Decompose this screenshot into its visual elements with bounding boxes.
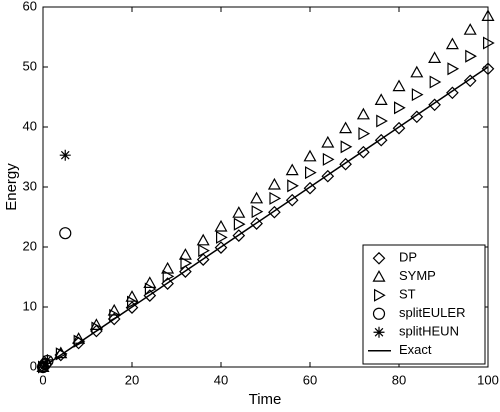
marker <box>143 276 157 288</box>
marker <box>339 157 352 171</box>
marker <box>392 79 406 92</box>
marker <box>410 110 424 124</box>
marker <box>392 121 406 135</box>
y-tick-label: 30 <box>23 178 37 193</box>
legend-box <box>362 244 486 365</box>
marker <box>410 65 424 78</box>
marker <box>180 256 193 270</box>
marker <box>55 347 68 361</box>
marker <box>251 205 264 219</box>
y-tick-label: 20 <box>23 238 37 253</box>
legend-marker <box>372 251 386 265</box>
marker <box>73 334 86 348</box>
marker <box>144 282 157 296</box>
marker <box>339 121 353 134</box>
marker <box>285 193 299 207</box>
y-tick-label: 0 <box>30 358 37 373</box>
marker <box>321 169 335 183</box>
marker <box>269 191 282 205</box>
marker <box>463 74 477 88</box>
marker <box>233 217 246 231</box>
marker <box>178 248 192 260</box>
marker <box>376 114 388 128</box>
marker <box>287 179 299 193</box>
legend-label: SYMP <box>399 268 436 283</box>
legend-marker <box>372 307 386 320</box>
x-tick-label: 40 <box>214 372 228 387</box>
marker <box>358 127 371 141</box>
marker <box>465 49 477 63</box>
marker <box>232 229 246 242</box>
marker <box>216 230 228 244</box>
x-tick-label: 100 <box>477 372 499 387</box>
y-tick-label: 40 <box>23 118 37 133</box>
marker <box>321 135 335 148</box>
legend-label: splitEULER <box>399 305 465 320</box>
marker <box>39 357 51 369</box>
marker <box>162 269 175 283</box>
marker <box>411 88 424 102</box>
marker <box>232 206 246 218</box>
marker <box>250 191 264 204</box>
marker <box>428 51 442 64</box>
marker <box>303 181 317 195</box>
marker <box>303 149 317 162</box>
plot-frame <box>42 6 489 368</box>
marker <box>89 318 103 330</box>
x-tick-label: 80 <box>392 372 406 387</box>
marker <box>250 217 263 230</box>
x-tick-label: 60 <box>303 372 317 387</box>
marker <box>214 241 228 254</box>
marker <box>196 233 210 246</box>
marker <box>198 244 210 258</box>
marker <box>483 36 495 50</box>
y-tick-label: 60 <box>23 0 37 13</box>
marker <box>59 227 72 240</box>
y-axis-label: Energy <box>3 163 20 211</box>
marker <box>59 149 71 161</box>
marker <box>463 23 477 35</box>
marker <box>394 101 406 115</box>
marker <box>196 253 210 266</box>
x-tick-label: 0 <box>39 372 46 387</box>
legend-label: splitHEUN <box>399 324 459 339</box>
marker <box>322 152 335 166</box>
marker <box>374 133 388 147</box>
marker <box>445 37 459 50</box>
marker <box>340 140 353 154</box>
exact-line <box>42 66 489 368</box>
marker <box>285 163 299 176</box>
legend-marker <box>374 288 386 302</box>
legend-marker <box>372 270 386 282</box>
marker <box>267 177 281 190</box>
marker <box>428 98 441 112</box>
marker <box>305 166 317 180</box>
legend-label: DP <box>399 250 417 265</box>
marker <box>447 62 460 76</box>
legend-marker <box>373 326 385 338</box>
marker <box>374 93 388 106</box>
marker <box>126 295 139 309</box>
marker <box>268 205 281 219</box>
marker <box>125 301 139 314</box>
marker <box>357 145 370 159</box>
legend: DP SYMP ST splitEULER splitHEUN Exact <box>362 244 486 365</box>
x-axis-label: Time <box>249 391 282 408</box>
marker <box>356 107 370 120</box>
y-tick-label: 10 <box>23 298 37 313</box>
marker <box>107 303 121 316</box>
marker <box>446 86 459 100</box>
legend-label: ST <box>399 287 416 302</box>
marker <box>214 219 228 232</box>
x-tick-label: 20 <box>125 372 139 387</box>
marker <box>429 75 442 89</box>
legend-label: Exact <box>399 342 432 357</box>
marker <box>125 290 139 302</box>
y-tick-label: 50 <box>23 58 37 73</box>
marker <box>41 354 53 366</box>
marker <box>179 265 192 278</box>
